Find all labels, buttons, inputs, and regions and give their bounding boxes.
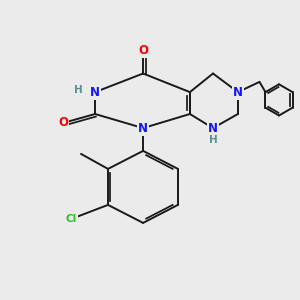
Text: H: H	[209, 135, 218, 145]
Text: O: O	[58, 116, 68, 130]
Text: H: H	[74, 85, 83, 95]
Text: O: O	[138, 44, 148, 58]
Text: Cl: Cl	[65, 214, 77, 224]
Text: N: N	[90, 85, 100, 99]
Text: N: N	[138, 122, 148, 135]
Text: N: N	[233, 85, 243, 99]
Text: N: N	[208, 122, 218, 135]
